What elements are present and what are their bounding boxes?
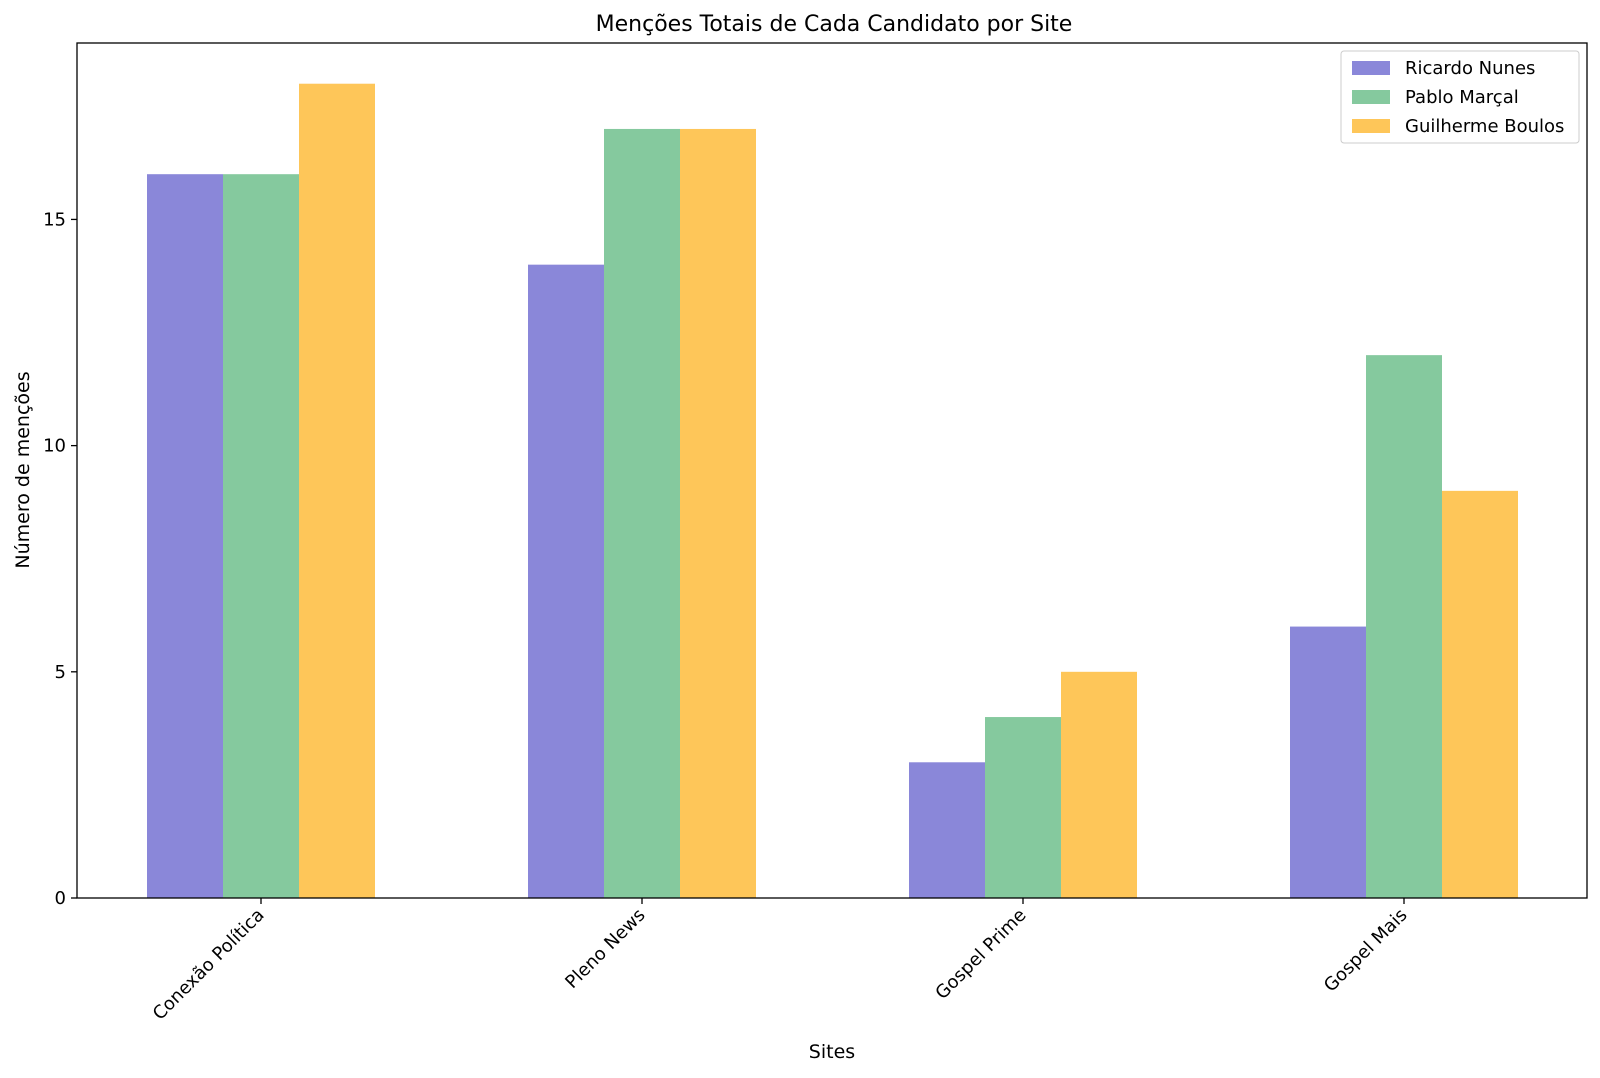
x-tick-label: Conexão Política [149, 905, 269, 1025]
bar [909, 762, 985, 898]
bar [1061, 671, 1137, 898]
legend-items: Ricardo Nunes Pablo Marçal Guilherme Boulo… [1352, 58, 1564, 137]
bars-layer [147, 83, 1518, 899]
y-tick-label: 5 [55, 662, 66, 683]
x-tick-label: Gospel Mais [1320, 905, 1412, 997]
legend-label: Pablo Marçal [1405, 87, 1519, 108]
bar [1366, 355, 1442, 899]
x-tick-label: Gospel Prime [931, 905, 1030, 1004]
x-axis-label: Sites [809, 1041, 855, 1063]
bar [223, 174, 299, 898]
bar [299, 83, 375, 898]
x-axis-ticks: Conexão Política Pleno News Gospel Prime Go… [149, 898, 1412, 1024]
y-tick-label: 0 [55, 888, 66, 909]
legend-label: Ricardo Nunes [1405, 58, 1535, 79]
y-axis-label: Número de menções [12, 371, 34, 568]
bar [528, 264, 604, 899]
bar [1442, 490, 1518, 898]
bar [1290, 626, 1366, 898]
legend-box [1340, 50, 1580, 144]
legend-swatch [1352, 90, 1390, 104]
legend-swatch [1352, 61, 1390, 75]
bar [604, 128, 680, 898]
plot-frame [76, 42, 1588, 899]
legend-label: Guilherme Boulos [1405, 116, 1564, 137]
bar [147, 174, 223, 898]
y-axis-ticks: 0 5 10 15 [43, 209, 77, 909]
chart-title: Menções Totais de Cada Candidato por Sit… [596, 12, 1073, 37]
y-tick-label: 10 [43, 436, 66, 457]
bar [680, 128, 756, 898]
x-tick-label: Pleno News [561, 905, 649, 993]
bar [985, 717, 1061, 898]
legend: Ricardo Nunes Pablo Marçal Guilherme Boulo… [1340, 50, 1580, 144]
y-tick-label: 15 [43, 209, 66, 230]
legend-swatch [1352, 119, 1390, 133]
